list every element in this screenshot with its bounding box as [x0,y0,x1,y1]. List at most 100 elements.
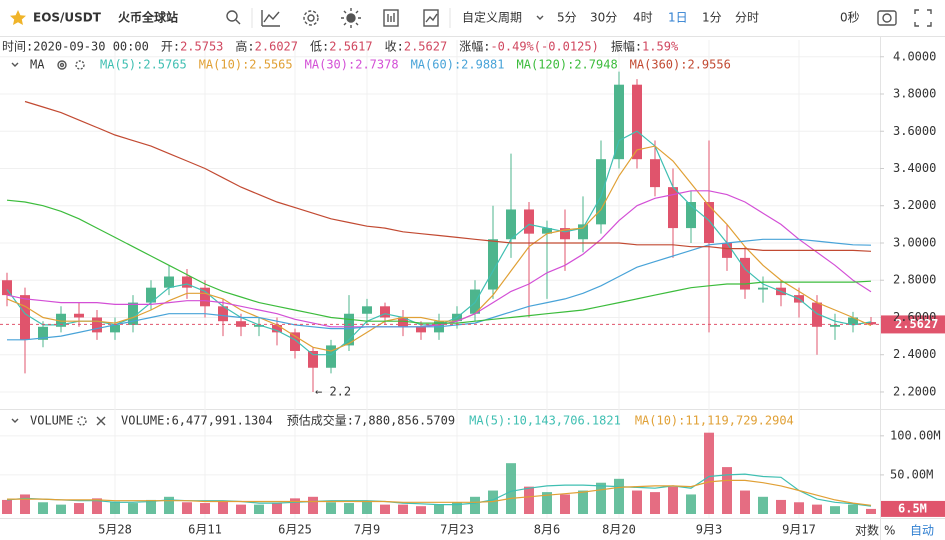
volume-bar [434,504,444,514]
info-label: 时间: [2,40,33,54]
estimate-text: 预估成交量:7,880,856.5709 [287,413,455,428]
collapse-arrow[interactable] [11,62,19,67]
grid [0,40,884,518]
period-button[interactable]: 30分 [590,11,617,25]
candle-body [398,317,408,327]
custom-period[interactable]: 自定义周期 [462,10,522,25]
legend-value: :11,119,729.2904 [678,414,794,428]
volume-tag [881,500,945,517]
depth-icon[interactable] [383,9,399,27]
x-tick-label: 5月28 [98,523,132,537]
volume-bar [308,496,318,514]
info-value: -0.49%(-0.0125) [490,40,598,54]
ma-line [6,473,872,507]
candle-body [848,317,858,325]
volume-bar [542,492,552,514]
x-tick-label: 7月9 [354,523,380,537]
volume-bar [776,499,786,514]
low-annotation: ← 2.2 [315,384,351,398]
legend-value: :2.5565 [242,58,293,72]
y-tick-label: 2.4000 [893,347,936,361]
volume-bar [326,502,336,514]
legend-name: MA(5) [469,414,505,428]
info-value: 2.5627 [404,40,447,54]
volume-bar [596,482,606,514]
camera-icon[interactable] [877,10,897,26]
candle-body [56,313,66,327]
period-button[interactable]: 5分 [557,11,577,25]
info-value: 2.6027 [255,40,298,54]
current-price-label: 2.5627 [895,317,938,331]
chart-icon[interactable] [423,9,439,27]
volume-bar [488,490,498,514]
candle-body [416,326,426,333]
period-button[interactable]: 1日 [668,11,688,25]
theme-icon[interactable] [341,8,361,28]
ma-settings[interactable] [75,60,85,70]
y-tick-label: 2.2000 [893,384,936,398]
candle-body [2,280,12,296]
pair: EOS/USDT [33,11,102,25]
volume-bar [92,498,102,514]
volume-bar [110,501,120,514]
volume-bar [38,502,48,514]
ma-line [7,238,872,341]
period-button[interactable]: 4时 [633,11,653,25]
volume-bar [128,503,138,514]
candle-body [722,242,732,258]
volume-bar [344,503,354,514]
x-tick-label: 7月23 [440,523,474,537]
candle-body [866,322,876,325]
legend-name: MA(120) [517,58,568,72]
toolbar: EOS/USDT 火币全球站 自定义周期 5分 30分 4时 1日 1分 分时 0秒 [10,8,932,28]
candle-body [362,306,372,314]
volume-bar [704,432,714,514]
candle-body [614,84,624,160]
candle-body [74,313,84,318]
period-button[interactable]: 1分 [702,11,722,25]
volume-settings[interactable] [77,416,87,426]
candle-body [560,228,570,240]
volume-tag-label: 6.5M [898,501,927,515]
log-toggle[interactable]: 对数 [855,523,879,538]
candle-body [200,287,210,307]
volume-bar [290,498,300,514]
volume-bar [632,490,642,514]
y-tick-label: 3.2000 [893,198,936,212]
favorite-star[interactable] [10,10,26,25]
settings-icon[interactable] [303,10,319,26]
volume-bar [722,467,732,514]
countdown: 0秒 [840,11,860,25]
candle-body [542,228,552,234]
volume-bar [848,504,858,514]
period-button[interactable]: 分时 [735,11,759,25]
y-tick-label: 4.0000 [893,49,936,63]
ma-visibility[interactable] [57,60,67,70]
labels: 时间: 2020-09-30 00:00 开: 2.5753 高: 2.6027 低: 2.5… [2,39,941,537]
candle-body [830,324,840,327]
dropdown-arrow[interactable] [536,15,544,20]
legend-value: :10,143,706.1821 [505,414,621,428]
candle-body [380,306,390,318]
period-buttons: 5分 30分 4时 1日 1分 分时 [557,11,759,25]
search-icon[interactable] [226,10,241,25]
volume-close[interactable] [96,416,106,426]
candle-body [524,209,534,234]
candle-body [758,287,768,290]
candle-body [740,257,750,290]
candle-body [146,287,156,303]
indicator-icon[interactable] [261,10,280,27]
legend-name: MA(10) [199,58,242,72]
percent-toggle[interactable]: % [884,524,895,538]
fullscreen-icon[interactable] [914,9,932,27]
collapse-arrow[interactable] [11,418,19,423]
candle-body [686,202,696,229]
info-value: 2.5753 [180,40,223,54]
x-tick-label: 8月6 [534,523,560,537]
volume-bar [560,494,570,514]
info-value: 2020-09-30 00:00 [33,40,149,54]
candle-body [164,276,174,288]
candle-body [128,302,138,325]
auto-toggle[interactable]: 自动 [910,524,934,538]
volume-bar [506,463,516,514]
